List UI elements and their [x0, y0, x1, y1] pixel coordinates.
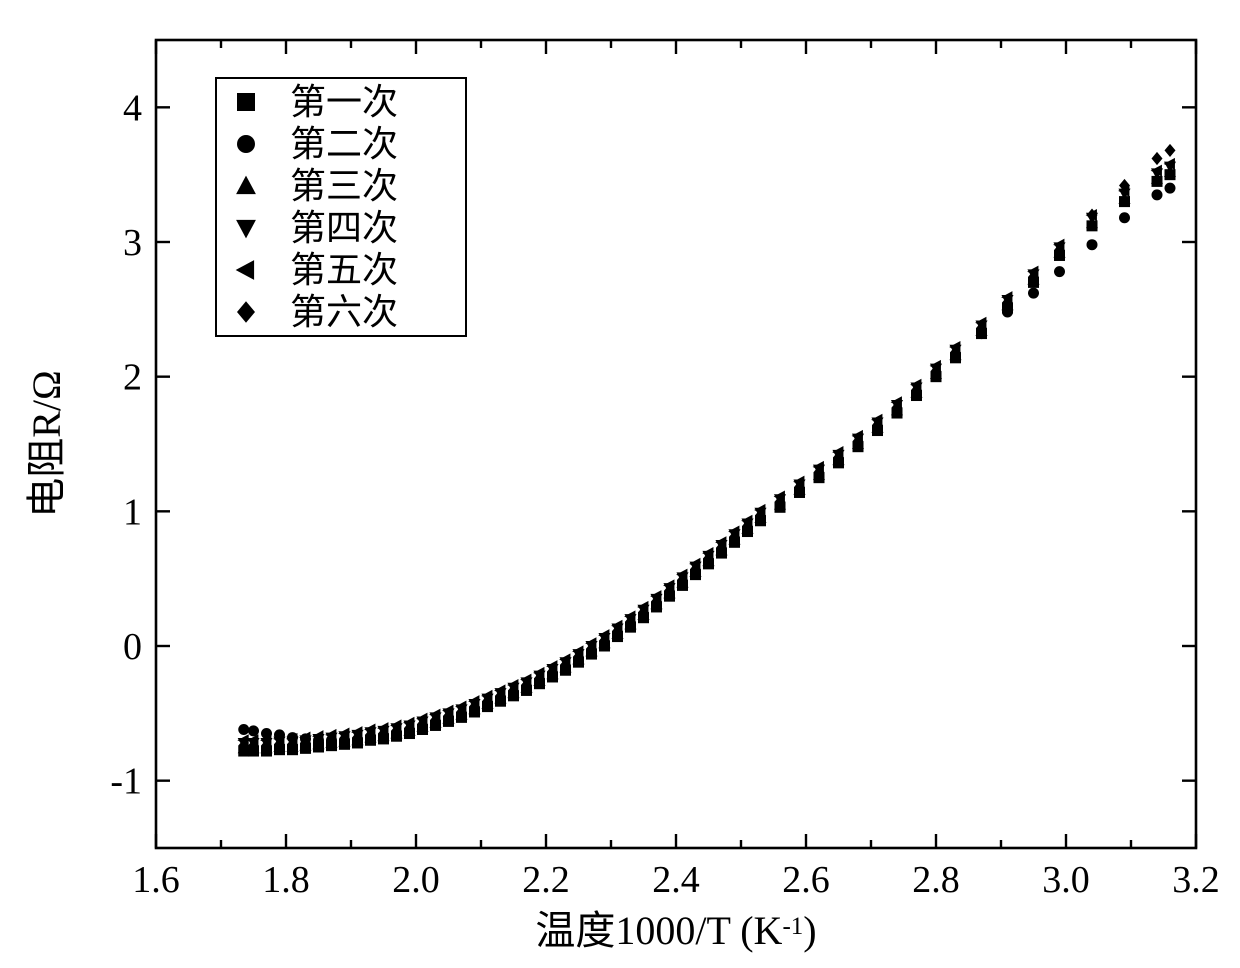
scatter-chart: 1.6 1.8 2.0 2.2 2.4 2.6 2.8 3.0 3.2 -1 0 1 2 3 4 温度1000… — [0, 0, 1240, 968]
svg-text:4: 4 — [123, 87, 142, 129]
svg-text:电阻R/Ω: 电阻R/Ω — [24, 370, 69, 518]
svg-text:第二次: 第二次 — [290, 124, 398, 164]
svg-text:第五次: 第五次 — [290, 250, 398, 290]
svg-text:3.0: 3.0 — [1042, 859, 1090, 901]
svg-text:1: 1 — [123, 491, 142, 533]
svg-text:-1: -1 — [110, 761, 142, 803]
svg-text:3: 3 — [123, 222, 142, 264]
svg-text:第六次: 第六次 — [290, 292, 398, 332]
chart-container: 1.6 1.8 2.0 2.2 2.4 2.6 2.8 3.0 3.2 -1 0 1 2 3 4 温度1000… — [0, 0, 1240, 968]
svg-text:2.4: 2.4 — [652, 859, 700, 901]
svg-text:2.8: 2.8 — [912, 859, 960, 901]
svg-text:第一次: 第一次 — [290, 82, 398, 122]
svg-text:温度1000/T (K-1): 温度1000/T (K-1) — [535, 908, 816, 953]
svg-text:1.6: 1.6 — [132, 859, 180, 901]
svg-text:3.2: 3.2 — [1172, 859, 1220, 901]
svg-text:第四次: 第四次 — [290, 208, 398, 248]
svg-text:2.2: 2.2 — [522, 859, 570, 901]
svg-text:2.6: 2.6 — [782, 859, 830, 901]
svg-text:0: 0 — [123, 626, 142, 668]
svg-text:第三次: 第三次 — [290, 166, 398, 206]
svg-text:2: 2 — [123, 357, 142, 399]
svg-text:1.8: 1.8 — [262, 859, 310, 901]
svg-text:2.0: 2.0 — [392, 859, 440, 901]
